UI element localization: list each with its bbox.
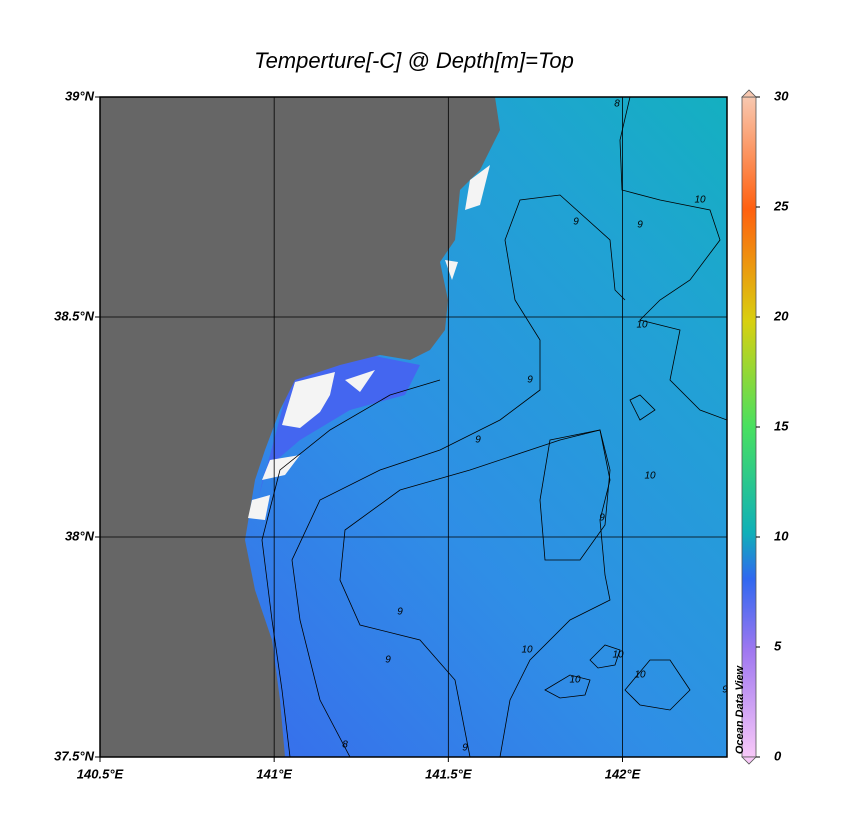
contour-label: 10 [569,675,581,686]
colorbar-cap [741,89,757,98]
x-tick-label: 141.5°E [425,766,472,781]
contour-line [544,394,691,711]
contour-label: 8 [342,740,348,751]
x-tick-label: 140.5°E [77,766,124,781]
contour-line [339,429,611,757]
contour-label: 9 [637,220,643,231]
y-tick-label: 38.5°N [54,308,95,323]
x-tick-label: 141°E [256,766,292,781]
contour-label: 9 [573,217,579,228]
contour-label: 10 [612,650,624,661]
contour-label: 9 [722,685,728,696]
contour-line [291,194,626,757]
x-tick-label: 142°E [605,766,641,781]
contour-label: 9 [599,513,605,524]
colorbar-tick-label: 10 [774,528,789,543]
contour-label: 10 [644,471,656,482]
contour-label: 9 [462,743,468,754]
colorbar-tick-label: 25 [773,198,789,213]
contour-label: 10 [694,195,706,206]
colorbar-tick-label: 0 [774,748,782,763]
colorbar-tick-label: 20 [773,308,789,323]
colorbar-cap [741,756,757,765]
map-title: Temperture[-C] @ Depth[m]=Top [254,48,574,73]
colorbar [741,96,757,758]
map-body [100,97,727,757]
contour-label: 9 [397,607,403,618]
y-tick-label: 39°N [65,88,95,103]
contour-line [619,97,727,421]
contour-label: 10 [634,670,646,681]
contour-label: 9 [385,655,391,666]
watermark: Ocean Data View [734,664,746,754]
contour-label: 9 [475,435,481,446]
contour-label: 10 [636,320,648,331]
colorbar-tick-label: 15 [774,418,789,433]
contour-line [539,429,611,561]
colorbar-tick-label: 5 [774,638,782,653]
contour-label: 9 [527,375,533,386]
contour-label: 8 [614,99,620,110]
y-tick-label: 37.5°N [54,748,95,763]
map-frame [99,96,728,758]
land [100,97,500,757]
y-tick-label: 38°N [65,528,95,543]
colorbar-tick-label: 30 [774,88,789,103]
contour-line [261,379,441,757]
contour-label: 10 [521,645,533,656]
